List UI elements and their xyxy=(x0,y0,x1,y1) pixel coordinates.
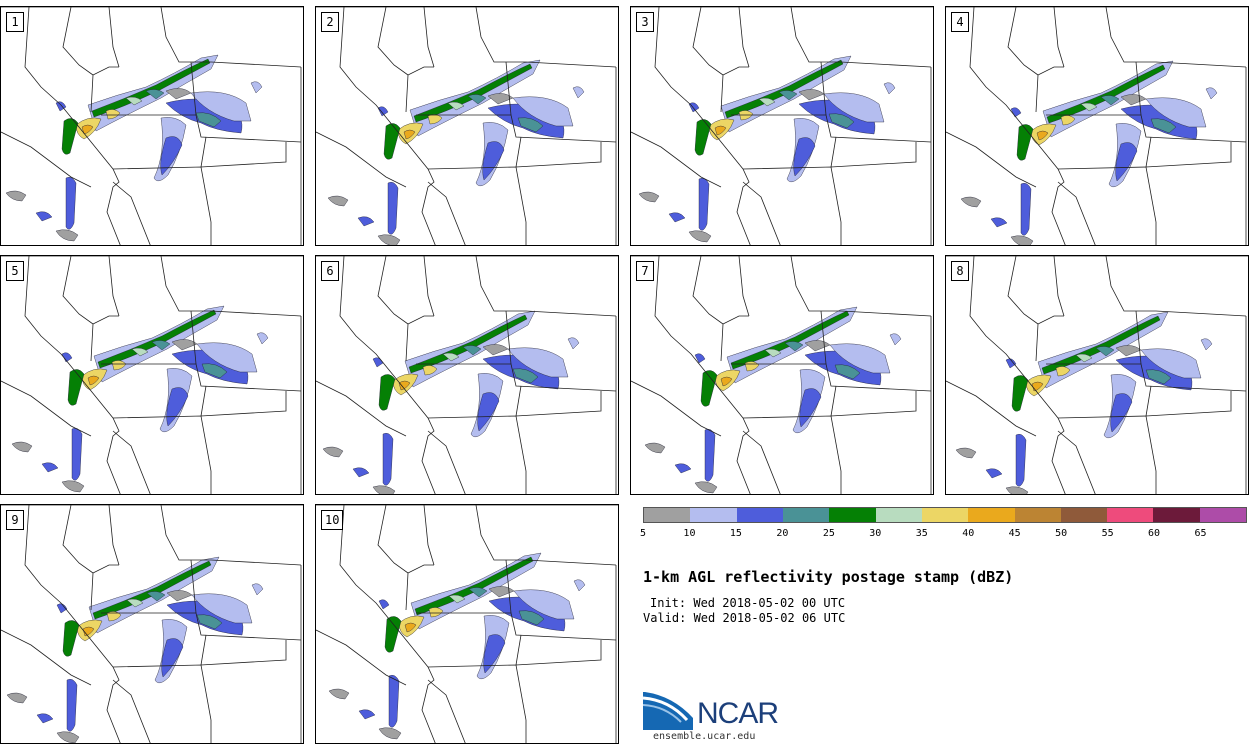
figure-title: 1-km AGL reflectivity postage stamp (dBZ… xyxy=(643,568,1014,586)
colorbar-swatch-45 xyxy=(1014,508,1061,522)
ensemble-member-panel: 2 xyxy=(315,6,619,246)
colorbar-swatch-15 xyxy=(736,508,783,522)
reflectivity-map xyxy=(316,256,618,494)
colorbar-tick-label: 65 xyxy=(1194,528,1207,539)
reflectivity-map xyxy=(1,7,303,245)
colorbar-tick-label: 60 xyxy=(1148,528,1161,539)
colorbar-swatch-20 xyxy=(782,508,830,522)
reflectivity-map xyxy=(316,505,618,743)
ensemble-member-panel: 6 xyxy=(315,255,619,495)
member-number-label: 6 xyxy=(321,261,339,281)
reflectivity-map xyxy=(1,256,303,494)
colorbar-tick-label: 30 xyxy=(869,528,882,539)
ensemble-member-panel: 9 xyxy=(0,504,304,744)
reflectivity-map xyxy=(1,505,303,743)
colorbar-tick-label: 5 xyxy=(639,528,647,539)
member-number-label: 7 xyxy=(636,261,654,281)
ensemble-member-panel: 1 xyxy=(0,6,304,246)
member-number-label: 4 xyxy=(951,12,969,32)
colorbar-tick-label: 10 xyxy=(683,528,696,539)
reflectivity-colorbar xyxy=(643,507,1247,523)
colorbar-tick-label: 15 xyxy=(729,528,742,539)
ensemble-member-panel: 5 xyxy=(0,255,304,495)
colorbar-swatch-10 xyxy=(690,508,737,522)
colorbar-tick-label: 20 xyxy=(776,528,789,539)
colorbar-swatch-50 xyxy=(1060,508,1108,522)
colorbar-swatch-35 xyxy=(921,508,969,522)
colorbar-tick-label: 50 xyxy=(1055,528,1068,539)
colorbar-swatch-55 xyxy=(1107,508,1154,522)
ensemble-member-panel: 4 xyxy=(945,6,1249,246)
ensemble-member-panel: 3 xyxy=(630,6,934,246)
colorbar-swatch-5 xyxy=(644,508,691,522)
ensemble-member-panel: 10 xyxy=(315,504,619,744)
ensemble-member-panel: 8 xyxy=(945,255,1249,495)
reflectivity-map xyxy=(946,7,1248,245)
valid-time: Valid: Wed 2018-05-02 06 UTC xyxy=(643,611,846,625)
colorbar-swatch-40 xyxy=(968,508,1015,522)
ncar-logo-text: NCAR xyxy=(697,697,779,730)
ensemble-member-panel: 7 xyxy=(630,255,934,495)
colorbar-tick-label: 55 xyxy=(1101,528,1114,539)
reflectivity-map xyxy=(631,256,933,494)
ncar-logo-icon xyxy=(643,692,693,730)
member-number-label: 9 xyxy=(6,510,24,530)
reflectivity-map xyxy=(631,7,933,245)
init-time: Init: Wed 2018-05-02 00 UTC xyxy=(650,596,846,610)
colorbar-swatch-30 xyxy=(875,508,922,522)
member-number-label: 10 xyxy=(321,510,344,530)
member-number-label: 1 xyxy=(6,12,24,32)
member-number-label: 8 xyxy=(951,261,969,281)
colorbar-tick-label: 40 xyxy=(962,528,975,539)
reflectivity-map xyxy=(946,256,1248,494)
colorbar-tick-label: 25 xyxy=(822,528,835,539)
colorbar-swatch-60 xyxy=(1153,508,1200,522)
colorbar-swatch-25 xyxy=(829,508,876,522)
reflectivity-map xyxy=(316,7,618,245)
ensemble-url: ensemble.ucar.edu xyxy=(653,731,756,742)
member-number-label: 2 xyxy=(321,12,339,32)
colorbar-ticks: 5 10 15 20 25 30 35 40 45 50 55 60 65 xyxy=(639,528,1247,542)
member-number-label: 5 xyxy=(6,261,24,281)
colorbar-tick-label: 45 xyxy=(1008,528,1021,539)
colorbar-tick-label: 35 xyxy=(915,528,928,539)
colorbar-swatch-65 xyxy=(1199,508,1247,522)
member-number-label: 3 xyxy=(636,12,654,32)
